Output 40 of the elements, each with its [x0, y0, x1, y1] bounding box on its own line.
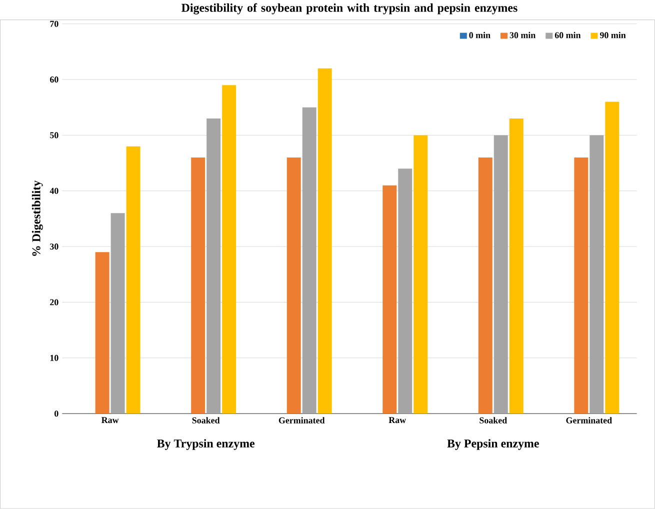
y-tick-label: 40 [50, 188, 58, 194]
bar [206, 118, 221, 414]
chart-title: Digestibility of soybean protein with trypsin and pepsin enzymes [182, 3, 518, 14]
bar [126, 146, 140, 414]
y-tick-label: 10 [50, 355, 58, 362]
bar [494, 135, 508, 414]
x-tick-label: Germinated [278, 417, 325, 424]
bar [574, 158, 588, 414]
y-tick-label: 60 [50, 76, 58, 83]
bar [191, 158, 206, 414]
y-tick-label: 20 [50, 299, 58, 306]
y-tick-label: 30 [50, 244, 58, 250]
bar [95, 252, 110, 414]
legend-label: 0 min [469, 32, 490, 38]
bar [222, 85, 236, 414]
legend-label: 60 min [554, 32, 581, 38]
legend-label: 30 min [510, 32, 536, 38]
x-tick-label: Soaked [480, 417, 507, 424]
bar [110, 213, 125, 414]
y-tick-label: 50 [50, 132, 58, 138]
bar [414, 135, 428, 414]
y-tick-label: 0 [54, 410, 58, 417]
x-tick-label: Soaked [192, 417, 220, 424]
bar [398, 168, 412, 414]
x-tick-label: Raw [102, 417, 119, 424]
x-tick-label: Raw [388, 417, 406, 424]
text: By Trypsin enzyme [157, 439, 255, 450]
bar [318, 68, 332, 414]
bar [605, 102, 620, 414]
x-tick-label: Germinated [566, 417, 612, 424]
y-tick-label: 70 [50, 20, 58, 28]
y-axis-title: % Digestibility [32, 180, 43, 256]
bar [590, 135, 604, 414]
bar [382, 185, 397, 414]
bar [509, 118, 524, 414]
text: By Pepsin enzyme [447, 439, 539, 450]
legend-label: 90 min [600, 32, 626, 38]
bar [478, 158, 492, 414]
bar [286, 158, 301, 414]
bar [302, 107, 316, 414]
